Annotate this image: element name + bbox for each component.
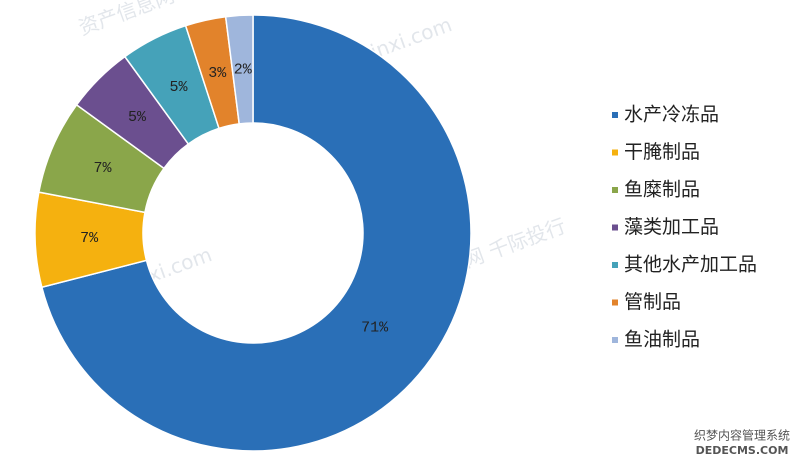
legend-label: 藻类加工品 — [624, 216, 719, 238]
legend-label: 水产冷冻品 — [624, 104, 719, 126]
data-label: 71% — [361, 319, 389, 336]
legend-label: 鱼油制品 — [624, 329, 700, 351]
legend-swatch — [612, 262, 618, 268]
watermark: DEDECMS.COM — [696, 444, 789, 457]
legend-swatch — [612, 337, 618, 343]
legend-label: 其他水产加工品 — [624, 254, 757, 276]
watermark: 织梦内容管理系统 — [694, 428, 790, 443]
data-label: 7% — [80, 230, 99, 247]
legend-label: 干腌制品 — [624, 141, 700, 163]
data-label: 7% — [93, 160, 112, 177]
legend-swatch — [612, 224, 618, 231]
data-label: 5% — [170, 79, 189, 96]
legend-swatch — [612, 112, 618, 118]
legend-swatch — [612, 299, 618, 306]
legend-swatch — [612, 187, 618, 193]
data-label: 5% — [128, 109, 147, 126]
data-label: 3% — [208, 65, 227, 82]
legend-swatch — [612, 149, 618, 156]
data-label: 2% — [234, 61, 253, 78]
legend-label: 管制品 — [624, 291, 681, 313]
legend-label: 鱼糜制品 — [624, 179, 700, 201]
donut-slice — [224, 14, 254, 125]
donut-slice — [40, 14, 472, 452]
